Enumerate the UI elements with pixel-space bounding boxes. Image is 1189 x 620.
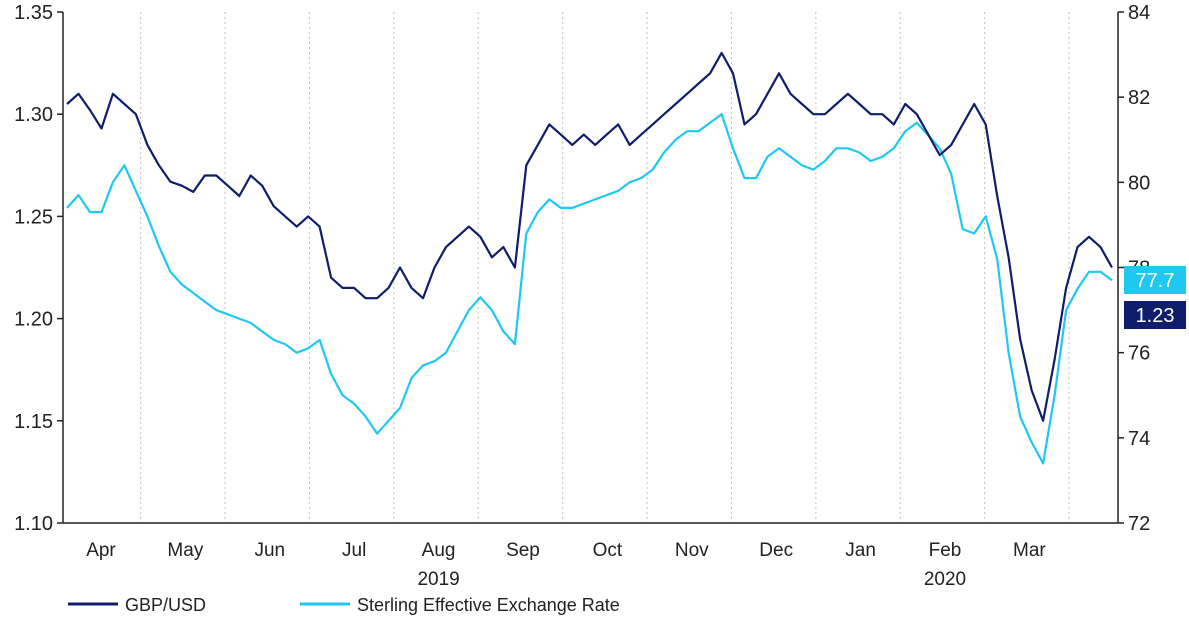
- x-axis-labels: Apr May Jun Jul Aug Sep Oct Nov Dec Jan Feb Mar 2019…: [86, 540, 1046, 590]
- year-label: 2019: [417, 569, 459, 590]
- axes: [62, 12, 1119, 524]
- legend-label: Sterling Effective Exchange Rate: [357, 595, 620, 615]
- left-tick-label: 1.10: [14, 513, 53, 535]
- legend-label: GBP/USD: [125, 595, 206, 615]
- legend: GBP/USD Sterling Effective Exchange Rate: [68, 595, 620, 615]
- end-value-badges: 77.7 1.23: [1124, 266, 1186, 329]
- end-value-label: 77.7: [1136, 270, 1175, 292]
- right-tick-label: 72: [1128, 513, 1150, 535]
- series-line-left: [66, 51, 1113, 422]
- month-label: Mar: [1013, 540, 1046, 561]
- month-label: May: [167, 540, 203, 561]
- left-tick-label: 1.35: [14, 2, 53, 24]
- month-label: Apr: [86, 540, 116, 561]
- end-value-badge: [1124, 266, 1186, 294]
- series-line-right: [66, 113, 1113, 465]
- month-label: Nov: [675, 540, 709, 561]
- month-label: Sep: [506, 540, 540, 561]
- left-tick-label: 1.25: [14, 206, 53, 228]
- month-label: Aug: [422, 540, 456, 561]
- month-label: Feb: [929, 540, 962, 561]
- left-tick-label: 1.30: [14, 104, 53, 126]
- right-tick-label: 84: [1128, 2, 1150, 24]
- right-tick-label: 80: [1128, 172, 1150, 194]
- month-label: Oct: [593, 540, 623, 561]
- end-value-label: 1.23: [1136, 305, 1175, 327]
- right-tick-label: 82: [1128, 87, 1150, 109]
- left-tick-label: 1.15: [14, 411, 53, 433]
- left-axis-ticks: 1.10 1.15 1.20 1.25 1.30 1.35: [14, 2, 63, 535]
- month-label: Dec: [759, 540, 793, 561]
- end-value-badge: [1124, 301, 1186, 329]
- right-tick-label: 76: [1128, 343, 1150, 365]
- month-label: Jul: [342, 540, 366, 561]
- year-label: 2020: [924, 569, 966, 590]
- month-label: Jun: [254, 540, 285, 561]
- series-layer: [66, 51, 1113, 465]
- right-tick-label: 74: [1128, 428, 1150, 450]
- month-label: Jan: [845, 540, 876, 561]
- grid-lines: [140, 12, 1070, 523]
- left-tick-label: 1.20: [14, 309, 53, 331]
